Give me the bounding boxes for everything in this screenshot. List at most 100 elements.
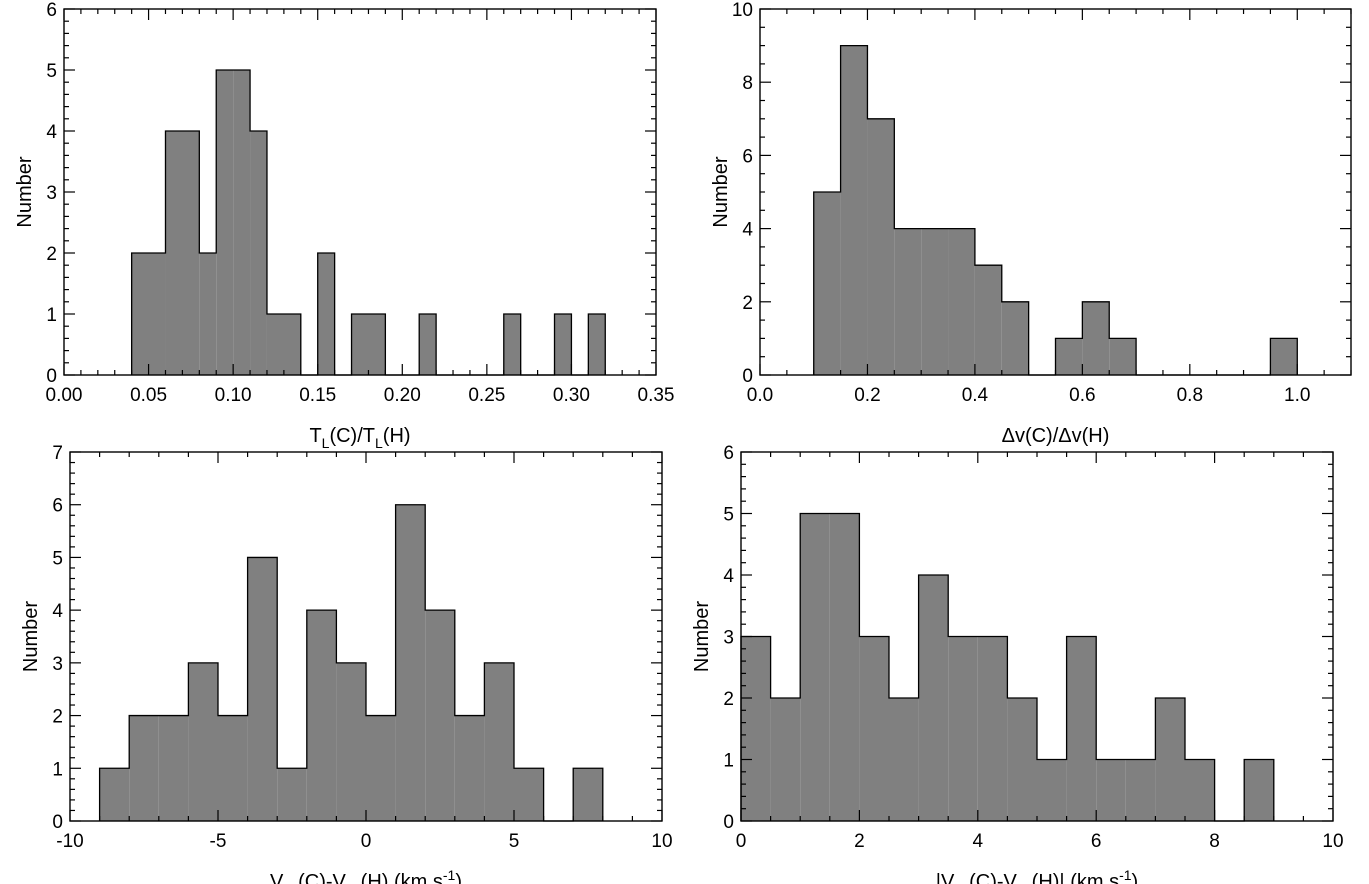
bar [1185, 759, 1215, 821]
bar [454, 715, 485, 821]
y-tick-label: 3 [723, 628, 734, 649]
ticks [69, 451, 663, 822]
x-tick-label: 0.15 [299, 385, 336, 406]
bar [233, 70, 251, 375]
y-tick-label: 4 [742, 220, 753, 241]
y-tick-label: 5 [52, 548, 63, 569]
bar [1109, 338, 1137, 375]
bar [1096, 759, 1126, 821]
bar [306, 610, 337, 821]
bar [918, 575, 949, 821]
y-tick-label: 0 [46, 366, 57, 387]
x-tick-label: 6 [1091, 831, 1102, 852]
bar [977, 636, 1008, 821]
panel-4: 0 2 4 6 8 10 0 1 2 3 4 5 6 Number |Vlsr(C)-Vlsr(H)| (k… [691, 443, 1344, 884]
bar [216, 70, 234, 375]
x-tick-label: 10 [651, 831, 672, 852]
x-axis-label: |Vlsr(C)-Vlsr(H)| (km s-1) [936, 867, 1138, 884]
y-tick-label: 3 [46, 183, 57, 204]
x-tick-label: 5 [509, 831, 520, 852]
bar [867, 118, 895, 376]
y-tick-label: 5 [723, 505, 734, 526]
x-tick-label: 0.30 [553, 385, 590, 406]
x-tick-label: 0.05 [130, 385, 167, 406]
bar [1125, 759, 1156, 821]
y-tick-label: 4 [723, 566, 734, 587]
bar [425, 610, 455, 821]
y-tick-label: 6 [46, 0, 57, 21]
x-tick-label: 0.25 [468, 385, 505, 406]
bar [1037, 759, 1067, 821]
bar [131, 253, 166, 375]
y-tick-label: 1 [52, 759, 63, 780]
bar [277, 768, 307, 821]
bar [974, 265, 1002, 375]
bar [317, 253, 335, 375]
y-tick-label: 5 [46, 61, 57, 82]
y-tick-label: 8 [742, 73, 753, 94]
bar [366, 715, 396, 821]
y-tick-label: 0 [723, 812, 734, 833]
y-tick-label: 2 [723, 689, 734, 710]
bar [514, 768, 544, 821]
bars [131, 70, 606, 375]
bar [554, 314, 572, 375]
bar [813, 192, 841, 375]
y-axis-label: Number [691, 601, 713, 672]
x-tick-label: 0.20 [384, 385, 421, 406]
x-tick-label: 0.00 [46, 385, 83, 406]
panel-1: 0.00 0.05 0.10 0.15 0.20 0.25 0.30 0.35 0 1 2 3 4 5 6 N… [14, 0, 674, 451]
histogram-outline [740, 512, 1275, 822]
bar [351, 314, 386, 375]
bar [948, 228, 975, 375]
x-tick-label: 0 [736, 831, 747, 852]
x-tick-label: 0.4 [962, 385, 989, 406]
x-tick-label: 0.8 [1177, 385, 1203, 406]
bar [395, 504, 426, 821]
y-axis-label: Number [20, 601, 42, 672]
y-tick-label: 2 [46, 244, 57, 265]
bar [99, 768, 130, 821]
y-tick-label: 2 [52, 707, 63, 728]
bar [188, 662, 218, 821]
bars [813, 45, 1298, 376]
y-tick-label: 3 [52, 654, 63, 675]
bar [199, 253, 217, 375]
bar [770, 698, 801, 821]
bar [1001, 301, 1029, 375]
bar [158, 715, 189, 821]
bar [1066, 636, 1097, 821]
x-tick-label: 0 [361, 831, 372, 852]
bar [859, 636, 889, 821]
y-tick-label: 4 [52, 601, 63, 622]
x-tick-label: -10 [56, 831, 83, 852]
bar [1055, 338, 1083, 375]
ticks [63, 8, 657, 376]
bar [829, 513, 860, 821]
bar [247, 557, 278, 821]
panel-3: -10 -5 0 5 10 0 1 2 3 4 5 6 7 Number Vlsr(C)-Vlsr(H) (… [20, 443, 673, 884]
bar [1007, 698, 1037, 821]
x-tick-label: 1.0 [1284, 385, 1310, 406]
bar [1244, 759, 1274, 821]
bar [266, 314, 301, 375]
bar [484, 662, 514, 821]
x-tick-label: 0.10 [215, 385, 252, 406]
bar [503, 314, 521, 375]
y-tick-label: 4 [46, 122, 57, 143]
y-tick-label: 6 [742, 146, 753, 167]
x-tick-label: 4 [973, 831, 984, 852]
bar [1270, 338, 1298, 375]
bars [99, 504, 603, 821]
x-tick-label: 2 [854, 831, 865, 852]
bar [894, 228, 922, 375]
histogram-outline [98, 504, 604, 822]
bar [165, 131, 200, 375]
bar [948, 636, 978, 821]
y-tick-label: 10 [732, 0, 753, 21]
x-tick-label: 0.2 [854, 385, 880, 406]
bar [218, 715, 248, 821]
x-tick-label: -5 [210, 831, 227, 852]
bar [573, 768, 603, 821]
